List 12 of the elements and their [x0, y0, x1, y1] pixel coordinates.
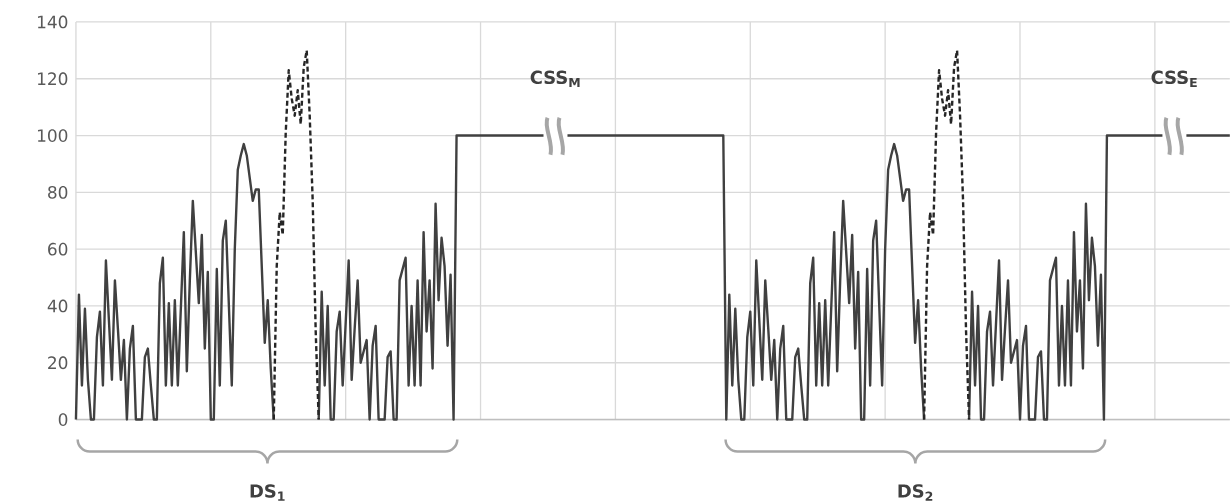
y-tick-label: 0: [58, 412, 68, 426]
y-tick-label: 20: [48, 356, 68, 369]
y-tick-label: 140: [37, 15, 68, 29]
y-tick-label: 60: [48, 242, 68, 256]
text: DS$_{2}$: [898, 483, 933, 501]
annotation: CSS$_{M}$: [530, 70, 580, 87]
y-tick-label: 120: [37, 72, 68, 85]
text: DS$_{1}$: [250, 484, 285, 501]
y-tick-label: 80: [48, 185, 68, 199]
y-tick-label: 100: [37, 128, 68, 142]
y-tick-label: 40: [47, 299, 68, 313]
annotation: CSS$_{E}$: [1151, 70, 1197, 87]
